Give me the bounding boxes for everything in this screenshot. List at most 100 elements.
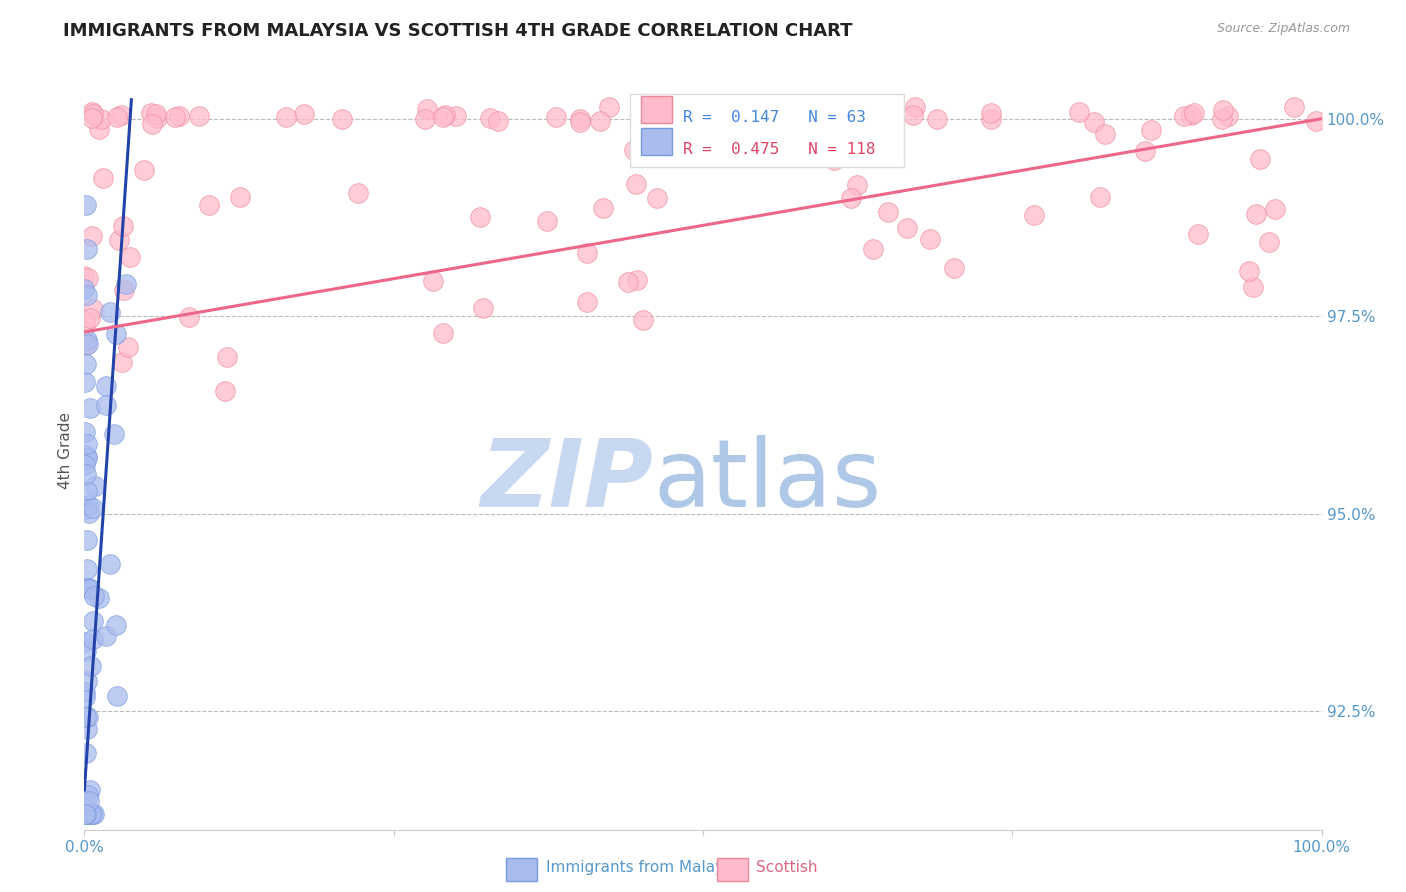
Point	[104, 618, 127, 632]
Point	[111, 219, 134, 233]
Point	[77, 806, 100, 821]
Point	[1249, 152, 1271, 166]
Point	[75, 806, 97, 821]
Point	[568, 114, 591, 128]
Point	[444, 109, 467, 123]
Point	[117, 340, 139, 354]
Point	[76, 243, 98, 257]
Point	[76, 450, 98, 465]
Point	[105, 690, 128, 704]
Point	[76, 788, 98, 802]
Point	[413, 112, 436, 127]
Point	[644, 113, 666, 128]
Point	[1094, 128, 1116, 142]
Point	[75, 357, 97, 371]
Point	[1216, 109, 1239, 123]
Point	[588, 114, 610, 128]
Point	[75, 338, 97, 352]
Point	[1212, 103, 1234, 117]
Point	[782, 112, 804, 127]
Point	[115, 277, 138, 291]
Point	[650, 111, 672, 125]
Point	[1173, 109, 1195, 123]
Point	[472, 301, 495, 316]
Text: R =  0.475   N = 118: R = 0.475 N = 118	[683, 142, 876, 157]
Point	[105, 110, 128, 124]
Point	[77, 794, 100, 808]
Point	[980, 112, 1002, 127]
Point	[1239, 263, 1261, 277]
Point	[810, 111, 832, 125]
Point	[720, 113, 742, 128]
Point	[112, 283, 135, 297]
Point	[544, 110, 567, 124]
Point	[77, 710, 100, 724]
Point	[868, 111, 890, 125]
Point	[89, 122, 111, 136]
Text: Immigrants from Malaysia: Immigrants from Malaysia	[546, 860, 745, 874]
Point	[76, 333, 98, 347]
Point	[79, 658, 101, 673]
Point	[592, 202, 614, 216]
Point	[925, 112, 948, 126]
Point	[96, 379, 118, 393]
Point	[1284, 100, 1306, 114]
Point	[98, 557, 121, 571]
Point	[647, 191, 669, 205]
Point	[1241, 280, 1264, 294]
Point	[330, 112, 353, 127]
Point	[82, 301, 104, 316]
Point	[823, 153, 845, 167]
Point	[76, 483, 98, 498]
Point	[820, 113, 842, 128]
Text: R =  0.147   N = 63: R = 0.147 N = 63	[683, 110, 866, 125]
Point	[76, 499, 98, 513]
Point	[217, 351, 239, 365]
Point	[75, 318, 97, 333]
Point	[79, 506, 101, 520]
Point	[860, 103, 883, 117]
Point	[80, 104, 103, 119]
Point	[197, 198, 219, 212]
Point	[1187, 227, 1209, 242]
Point	[1180, 108, 1202, 122]
Point	[80, 806, 103, 821]
Point	[433, 108, 456, 122]
Point	[645, 111, 668, 125]
Point	[79, 783, 101, 797]
Point	[145, 107, 167, 121]
Point	[94, 629, 117, 643]
Point	[79, 310, 101, 325]
Point	[877, 205, 900, 219]
Point	[598, 100, 620, 114]
Point	[1140, 122, 1163, 136]
Point	[75, 803, 97, 817]
Point	[120, 250, 142, 264]
Point	[416, 102, 439, 116]
Point	[76, 450, 98, 465]
Point	[87, 591, 110, 606]
Point	[1133, 145, 1156, 159]
Point	[98, 305, 121, 319]
Point	[132, 162, 155, 177]
Point	[904, 100, 927, 114]
Point	[75, 690, 97, 704]
Point	[896, 221, 918, 235]
Point	[657, 109, 679, 123]
Point	[103, 426, 125, 441]
Point	[75, 806, 97, 821]
Point	[177, 310, 200, 324]
Point	[1211, 112, 1233, 126]
Point	[77, 337, 100, 351]
Point	[1182, 106, 1205, 120]
Point	[80, 111, 103, 125]
Point	[83, 806, 105, 821]
Point	[75, 448, 97, 462]
Point	[617, 276, 640, 290]
Point	[980, 105, 1002, 120]
Point	[292, 107, 315, 121]
Text: IMMIGRANTS FROM MALAYSIA VS SCOTTISH 4TH GRADE CORRELATION CHART: IMMIGRANTS FROM MALAYSIA VS SCOTTISH 4TH…	[63, 22, 853, 40]
Point	[274, 110, 297, 124]
Point	[846, 178, 869, 193]
Point	[91, 170, 114, 185]
